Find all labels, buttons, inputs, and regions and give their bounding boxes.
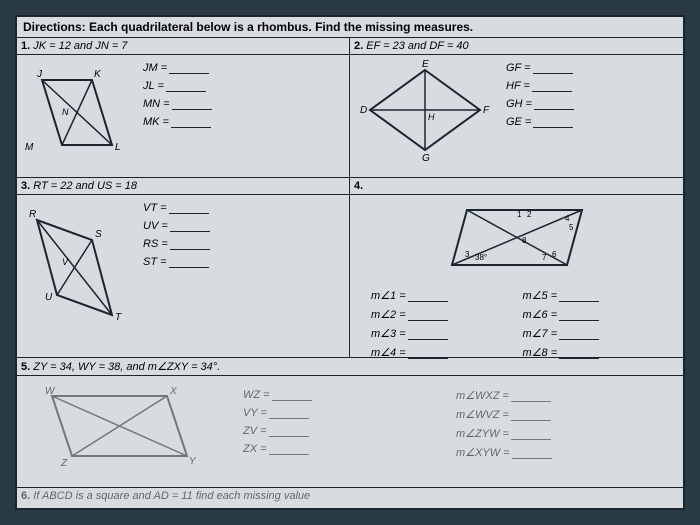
p3-m4: ST = (143, 256, 343, 268)
p1-m4: MK = (143, 116, 343, 128)
svg-text:X: X (169, 386, 177, 397)
p5-left: WZ = VY = ZV = ZX = (237, 382, 450, 475)
p5-given: ZY = 34, WY = 38, and m∠ZXY = 34°. (33, 361, 220, 373)
svg-text:T: T (115, 312, 122, 323)
p3-m1: VT = (143, 202, 343, 214)
row-3: 5. ZY = 34, WY = 38, and m∠ZXY = 34°. W … (17, 358, 683, 488)
p1-num: 1. (21, 40, 30, 52)
p2-m1: GF = (506, 62, 677, 74)
directions-label: Directions: (23, 20, 86, 34)
p2-num: 2. (354, 40, 363, 52)
p3-m3: RS = (143, 238, 343, 250)
p4-header: 4. (350, 178, 683, 195)
svg-text:Z: Z (60, 458, 68, 469)
problem-5: 5. ZY = 34, WY = 38, and m∠ZXY = 34°. W … (17, 358, 683, 488)
svg-text:3: 3 (465, 250, 470, 259)
p5-diagram: W X Z Y (17, 376, 217, 481)
svg-text:7: 7 (542, 253, 547, 262)
p4-diagram: 1 2 3 4 5 6 7 8 38° (350, 195, 683, 280)
svg-text:38°: 38° (475, 253, 487, 262)
label-L: L (115, 142, 121, 153)
p2-m2: HF = (506, 80, 677, 92)
p1-m3: MN = (143, 98, 343, 110)
svg-text:8: 8 (522, 236, 527, 245)
p2-diagram: E D F G H (350, 55, 500, 175)
label-N: N (62, 107, 69, 117)
svg-text:S: S (95, 229, 102, 240)
p1-measures: JM = JL = MN = MK = (137, 55, 349, 175)
p5-num: 5. (21, 361, 30, 373)
problem-4: 4. 1 2 3 4 5 6 (350, 178, 683, 358)
p6-header: 6. If ABCD is a square and AD = 11 find … (17, 488, 683, 504)
worksheet: Directions: Each quadrilateral below is … (15, 15, 685, 510)
p1-header: 1. JK = 12 and JN = 7 (17, 38, 349, 55)
p2-measures: GF = HF = GH = GE = (500, 55, 683, 175)
svg-text:F: F (483, 105, 490, 116)
p1-m1: JM = (143, 62, 343, 74)
svg-text:4: 4 (565, 214, 570, 223)
p4-left: m∠1 = m∠2 = m∠3 = m∠4 = (365, 282, 517, 366)
p4-right: m∠5 = m∠6 = m∠7 = m∠8 = (517, 282, 669, 366)
p6-num: 6. (21, 490, 30, 502)
svg-text:1: 1 (517, 210, 522, 219)
p3-num: 3. (21, 180, 30, 192)
svg-text:V: V (62, 257, 69, 267)
p1-m2: JL = (143, 80, 343, 92)
p3-diagram: R S U T V (17, 195, 137, 350)
p2-m3: GH = (506, 98, 677, 110)
svg-text:5: 5 (569, 223, 574, 232)
svg-text:H: H (428, 112, 435, 122)
row-2: 3. RT = 22 and US = 18 R S U T V (17, 178, 683, 358)
directions-bar: Directions: Each quadrilateral below is … (17, 17, 683, 38)
p1-given: JK = 12 and JN = 7 (33, 40, 127, 52)
problem-2: 2. EF = 23 and DF = 40 E D F G H (350, 38, 683, 178)
p2-header: 2. EF = 23 and DF = 40 (350, 38, 683, 55)
problem-3: 3. RT = 22 and US = 18 R S U T V (17, 178, 350, 358)
row-1: 1. JK = 12 and JN = 7 J K M L N (17, 38, 683, 178)
svg-text:R: R (29, 209, 36, 220)
p5-right: m∠WXZ = m∠WVZ = m∠ZYW = m∠XYW = (450, 382, 663, 475)
svg-text:D: D (360, 105, 367, 116)
directions-text: Each quadrilateral below is a rhombus. F… (86, 20, 473, 34)
svg-text:2: 2 (527, 210, 532, 219)
svg-text:6: 6 (552, 250, 557, 259)
p4-num: 4. (354, 180, 363, 192)
problem-1: 1. JK = 12 and JN = 7 J K M L N (17, 38, 350, 178)
p5-header: 5. ZY = 34, WY = 38, and m∠ZXY = 34°. (17, 358, 683, 376)
p3-m2: UV = (143, 220, 343, 232)
label-K: K (94, 69, 102, 80)
svg-text:U: U (45, 292, 53, 303)
p3-header: 3. RT = 22 and US = 18 (17, 178, 349, 195)
p2-given: EF = 23 and DF = 40 (366, 40, 468, 52)
problem-6: 6. If ABCD is a square and AD = 11 find … (17, 488, 683, 504)
p3-given: RT = 22 and US = 18 (33, 180, 137, 192)
p1-diagram: J K M L N (17, 55, 137, 175)
row-4: 6. If ABCD is a square and AD = 11 find … (17, 488, 683, 504)
svg-text:W: W (45, 386, 56, 397)
svg-text:Y: Y (189, 456, 197, 467)
svg-text:E: E (422, 59, 429, 70)
label-M: M (25, 142, 34, 153)
p2-m4: GE = (506, 116, 677, 128)
p6-given: If ABCD is a square and AD = 11 find eac… (33, 490, 310, 502)
label-J: J (36, 69, 43, 80)
p3-measures: VT = UV = RS = ST = (137, 195, 349, 350)
svg-text:G: G (422, 153, 430, 164)
